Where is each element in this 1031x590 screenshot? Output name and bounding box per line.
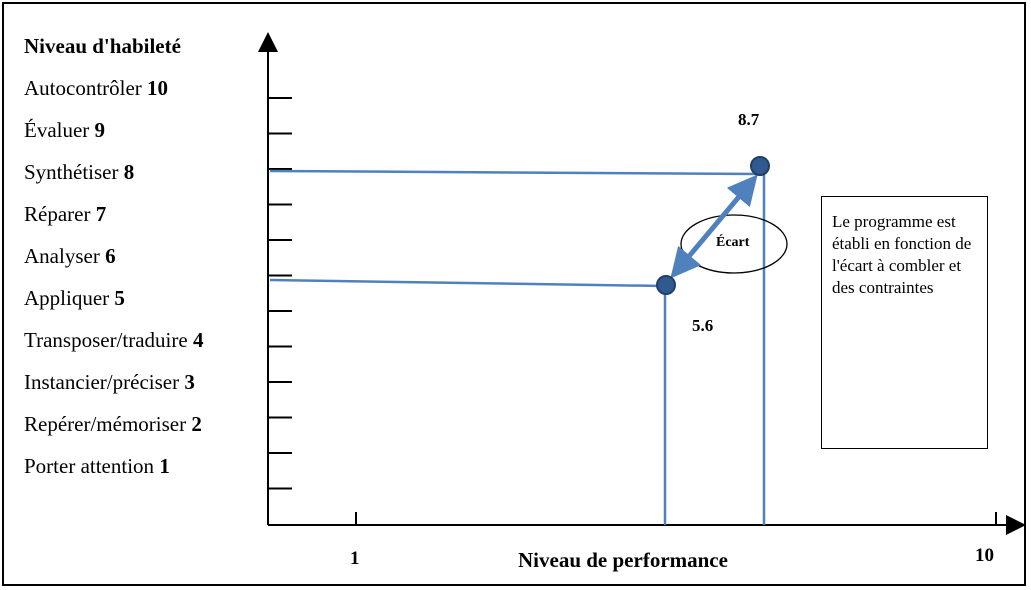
level-number: 5 xyxy=(114,286,125,310)
level-label: Instancier/préciser 3 xyxy=(24,372,195,393)
level-label: Appliquer 5 xyxy=(24,288,125,309)
y-axis-ticks xyxy=(268,97,292,490)
level-name: Porter attention xyxy=(24,454,155,478)
level-label: Transposer/traduire 4 xyxy=(24,330,203,351)
level-name: Réparer xyxy=(24,202,91,226)
guide-horizontal-low xyxy=(269,278,665,288)
level-label: Porter attention 1 xyxy=(24,456,170,477)
x-tick-label-1: 1 xyxy=(350,548,360,569)
level-name: Instancier/préciser xyxy=(24,370,180,394)
level-number: 6 xyxy=(105,244,116,268)
note-text: Le programme est établi en fonction de l… xyxy=(832,212,972,297)
note-box: Le programme est établi en fonction de l… xyxy=(821,196,988,449)
level-name: Évaluer xyxy=(24,118,90,142)
level-label: Synthétiser 8 xyxy=(24,162,134,183)
level-name: Transposer/traduire xyxy=(24,328,188,352)
x-tick-label-10: 10 xyxy=(975,545,994,566)
level-name: Analyser xyxy=(24,244,100,268)
level-name: Repérer/mémoriser xyxy=(24,412,187,436)
level-number: 9 xyxy=(94,118,106,142)
level-number: 7 xyxy=(95,202,107,226)
level-name: Synthétiser xyxy=(24,160,119,184)
point-high-label: 8.7 xyxy=(738,110,760,129)
level-number: 10 xyxy=(147,76,169,100)
level-number: 1 xyxy=(159,454,170,478)
level-number: 8 xyxy=(123,160,135,184)
guide-horizontal-high xyxy=(269,169,761,176)
level-label: Analyser 6 xyxy=(24,246,116,267)
gap-label: Écart xyxy=(716,235,750,250)
x-axis-title: Niveau de performance xyxy=(518,548,728,572)
level-label: Autocontrôler 10 xyxy=(24,78,168,99)
level-name: Autocontrôler xyxy=(24,76,142,100)
level-name: Appliquer xyxy=(24,286,110,310)
level-number: 4 xyxy=(192,328,204,352)
y-axis-title: Niveau d'habileté xyxy=(24,34,181,58)
point-low-label: 5.6 xyxy=(692,316,714,335)
level-number: 3 xyxy=(184,370,195,394)
level-label: Repérer/mémoriser 2 xyxy=(24,414,202,435)
level-number: 2 xyxy=(191,412,202,436)
level-label: Évaluer 9 xyxy=(24,120,105,141)
point-low xyxy=(656,275,676,295)
gap-double-arrow xyxy=(670,174,758,279)
point-high xyxy=(750,156,770,176)
level-label: Réparer 7 xyxy=(24,204,106,225)
